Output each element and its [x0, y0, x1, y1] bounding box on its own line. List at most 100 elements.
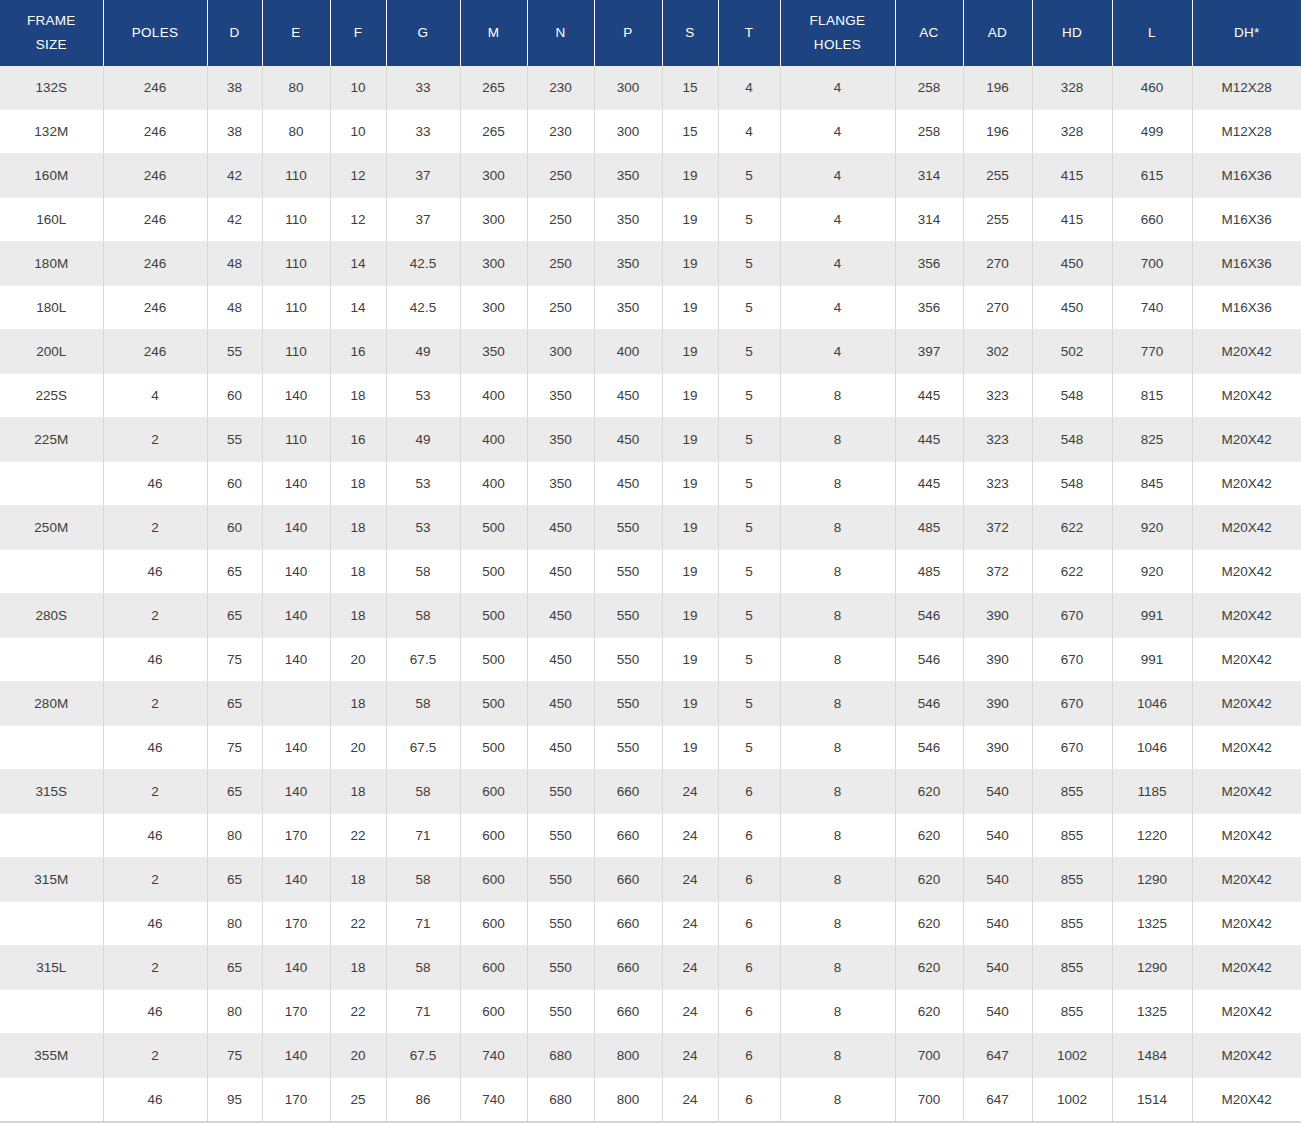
cell: 1002: [1032, 1078, 1112, 1123]
cell: 6: [718, 770, 780, 814]
cell: 20: [330, 638, 386, 682]
cell: 315L: [0, 946, 103, 990]
cell: 250: [527, 286, 594, 330]
table-row: 315L265140185860055066024686205408551290…: [0, 946, 1301, 990]
cell: 450: [1032, 242, 1112, 286]
cell: 19: [662, 550, 718, 594]
cell: 800: [594, 1078, 662, 1123]
cell: 315S: [0, 770, 103, 814]
cell: 270: [963, 286, 1032, 330]
cell: 230: [527, 66, 594, 110]
cell: 920: [1112, 506, 1192, 550]
cell: 670: [1032, 726, 1112, 770]
cell: 110: [262, 418, 330, 462]
table-row: 4680170227160055066024686205408551325M20…: [0, 990, 1301, 1034]
cell: 38: [207, 66, 262, 110]
cell: 5: [718, 638, 780, 682]
cell: 246: [103, 198, 207, 242]
cell: 450: [594, 462, 662, 506]
cell: 660: [594, 814, 662, 858]
cell: 8: [780, 990, 895, 1034]
cell: 855: [1032, 902, 1112, 946]
cell: 49: [386, 418, 460, 462]
cell: 1290: [1112, 946, 1192, 990]
cell: 622: [1032, 506, 1112, 550]
cell: 75: [207, 638, 262, 682]
cell: 450: [527, 682, 594, 726]
cell: M20X42: [1192, 770, 1301, 814]
cell: 8: [780, 814, 895, 858]
table-row: 46751402067.550045055019585463906701046M…: [0, 726, 1301, 770]
cell: 24: [662, 990, 718, 1034]
cell: 132S: [0, 66, 103, 110]
cell: [0, 726, 103, 770]
cell: 323: [963, 462, 1032, 506]
cell: 1046: [1112, 726, 1192, 770]
table-row: 355M2751402067.5740680800246870064710021…: [0, 1034, 1301, 1078]
cell: 855: [1032, 814, 1112, 858]
cell: 740: [1112, 286, 1192, 330]
cell: 740: [460, 1034, 527, 1078]
cell: 546: [895, 682, 963, 726]
cell: 19: [662, 374, 718, 418]
cell: 10: [330, 66, 386, 110]
cell: 450: [527, 550, 594, 594]
cell: [0, 1078, 103, 1123]
cell: 18: [330, 770, 386, 814]
cell: 550: [594, 506, 662, 550]
cell: 58: [386, 594, 460, 638]
cell: 55: [207, 330, 262, 374]
cell: 8: [780, 374, 895, 418]
cell: 75: [207, 1034, 262, 1078]
cell: 170: [262, 990, 330, 1034]
cell: 991: [1112, 594, 1192, 638]
cell: 400: [460, 418, 527, 462]
cell: 8: [780, 594, 895, 638]
cell: 500: [460, 638, 527, 682]
cell: 397: [895, 330, 963, 374]
cell: 12: [330, 154, 386, 198]
cell: 550: [594, 594, 662, 638]
cell: 132M: [0, 110, 103, 154]
cell: 42.5: [386, 286, 460, 330]
cell: 540: [963, 814, 1032, 858]
cell: 550: [527, 770, 594, 814]
table-row: 160M246421101237300250350195431425541561…: [0, 154, 1301, 198]
cell: 815: [1112, 374, 1192, 418]
cell: 485: [895, 506, 963, 550]
cell: M20X42: [1192, 1034, 1301, 1078]
cell: 550: [527, 990, 594, 1034]
cell: 46: [103, 462, 207, 506]
cell: 53: [386, 462, 460, 506]
cell: 58: [386, 858, 460, 902]
cell: 46: [103, 638, 207, 682]
cell: 95: [207, 1078, 262, 1123]
cell: [0, 638, 103, 682]
cell: 33: [386, 110, 460, 154]
cell: 55: [207, 418, 262, 462]
cell: 19: [662, 726, 718, 770]
column-header-flange-holes: FLANGE HOLES: [780, 0, 895, 66]
table-body: 132S246388010332652303001544258196328460…: [0, 66, 1301, 1122]
table-row: 225M25511016494003504501958445323548825M…: [0, 418, 1301, 462]
cell: 38: [207, 110, 262, 154]
cell: 600: [460, 858, 527, 902]
cell: 670: [1032, 682, 1112, 726]
cell: 180M: [0, 242, 103, 286]
cell: 4: [780, 110, 895, 154]
cell: 42.5: [386, 242, 460, 286]
cell: 390: [963, 594, 1032, 638]
cell: 5: [718, 374, 780, 418]
cell: M20X42: [1192, 462, 1301, 506]
cell: 550: [527, 814, 594, 858]
cell: 67.5: [386, 726, 460, 770]
cell: 2: [103, 770, 207, 814]
cell: 670: [1032, 638, 1112, 682]
table-row: 46951702586740680800246870064710021514M2…: [0, 1078, 1301, 1123]
cell: 22: [330, 814, 386, 858]
cell: 110: [262, 242, 330, 286]
cell: 255: [963, 154, 1032, 198]
cell: 660: [1112, 198, 1192, 242]
table-header: FRAME SIZEPOLESDEFGMNPSTFLANGE HOLESACAD…: [0, 0, 1301, 66]
cell: 46: [103, 1078, 207, 1123]
